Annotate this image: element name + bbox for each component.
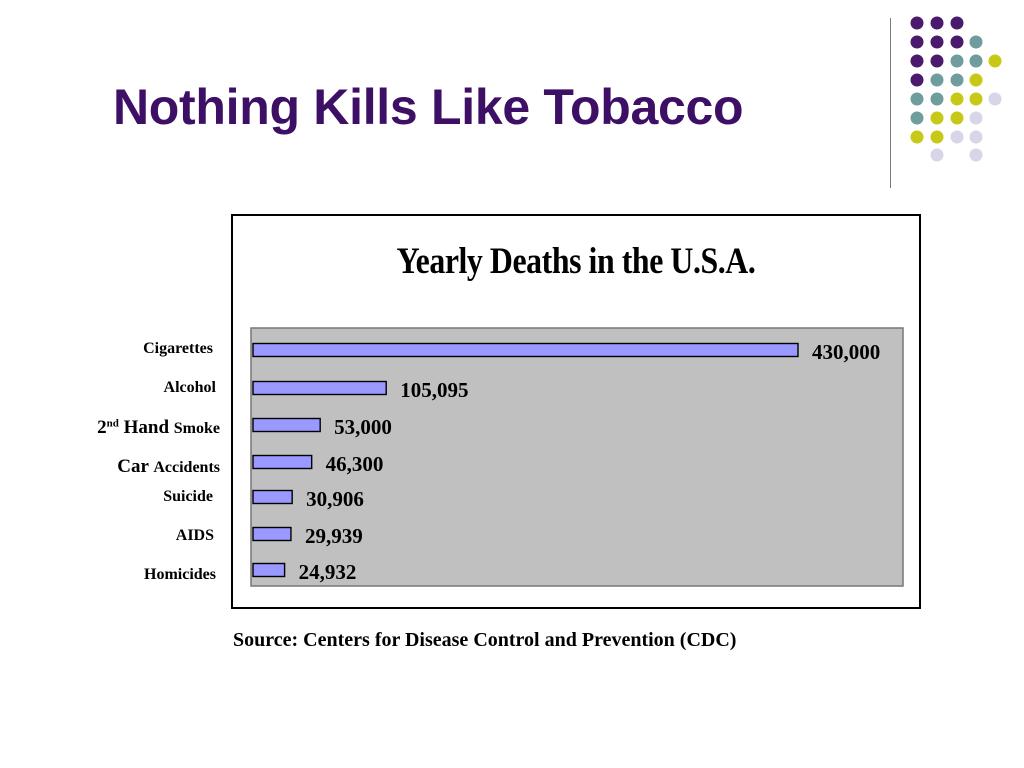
decor-dot <box>910 111 924 125</box>
decor-dot <box>969 73 983 87</box>
decor-dot <box>969 111 983 125</box>
decor-dot <box>988 92 1002 106</box>
bar <box>252 342 799 358</box>
decor-dot <box>930 35 944 49</box>
decor-dot <box>950 130 964 144</box>
category-label: Alcohol <box>163 379 216 396</box>
category-label: Car Accidents <box>117 456 220 477</box>
decor-dot <box>950 16 964 30</box>
decor-dot <box>950 35 964 49</box>
decor-dot <box>969 92 983 106</box>
bar <box>252 526 292 542</box>
category-label: AIDS <box>175 527 214 544</box>
data-label: 30,906 <box>306 487 364 511</box>
slide-title: Nothing Kills Like Tobacco <box>113 79 744 135</box>
decor-dot <box>969 148 983 162</box>
decor-dot <box>950 111 964 125</box>
decor-dot <box>930 130 944 144</box>
category-label: Suicide <box>163 488 213 505</box>
decor-divider <box>890 18 891 188</box>
decor-dot <box>969 54 983 68</box>
bar <box>252 454 313 470</box>
decor-dot-grid-icon <box>910 16 1002 162</box>
chart-frame: Yearly Deaths in the U.S.A. 430,000 105,0… <box>231 214 921 609</box>
bar <box>252 489 293 505</box>
chart-title: Yearly Deaths in the U.S.A. <box>396 241 756 282</box>
data-label: 29,939 <box>305 524 363 548</box>
data-label: 24,932 <box>299 560 357 584</box>
decor-dot <box>910 16 924 30</box>
decor-dot <box>950 92 964 106</box>
decor-dot <box>988 54 1002 68</box>
category-label: 2nd Hand Smoke <box>97 417 220 438</box>
bar <box>252 562 286 578</box>
decor-dot <box>910 73 924 87</box>
decor-dot <box>969 130 983 144</box>
category-label: Cigarettes <box>143 340 213 357</box>
plot-area <box>250 327 904 587</box>
decor-dot <box>930 111 944 125</box>
decor-dot <box>910 92 924 106</box>
decor-dot <box>930 54 944 68</box>
bar <box>252 380 387 396</box>
decor-dot <box>969 35 983 49</box>
decor-dot <box>910 130 924 144</box>
decor-dot <box>950 54 964 68</box>
decor-dot <box>930 148 944 162</box>
category-label: Homicides <box>144 566 216 583</box>
decor-dot <box>930 16 944 30</box>
decor-dot <box>910 54 924 68</box>
decor-dot <box>950 73 964 87</box>
source-note: Source: Centers for Disease Control and … <box>233 629 737 651</box>
decor-dot <box>910 35 924 49</box>
data-label: 53,000 <box>334 415 392 439</box>
data-label: 105,095 <box>400 378 468 402</box>
bar-chart: 430,000 105,095 53,000 46,300 30,906 29,939 24… <box>250 327 904 587</box>
data-label: 46,300 <box>326 452 384 476</box>
decor-dot <box>930 92 944 106</box>
decor-dot <box>930 73 944 87</box>
data-label: 430,000 <box>812 340 880 364</box>
bar <box>252 417 321 433</box>
